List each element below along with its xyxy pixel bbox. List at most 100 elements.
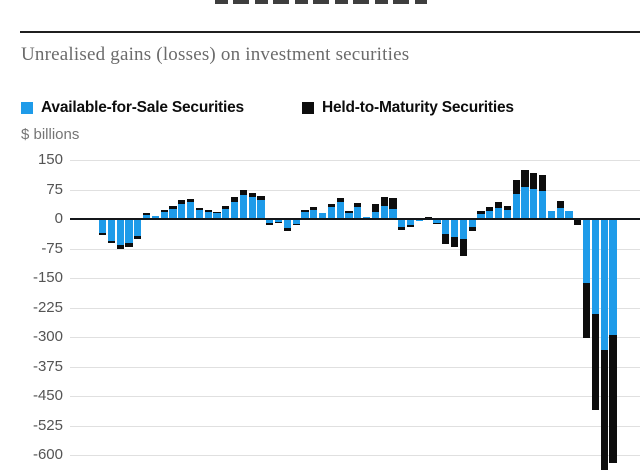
- bar-htm-23: [301, 209, 309, 212]
- legend-label-htm: Held-to-Maturity Securities: [322, 99, 514, 116]
- bar-afs-42: [468, 219, 476, 227]
- gridline--300: [70, 337, 640, 338]
- bar-afs-16: [239, 195, 248, 219]
- bar-htm-50: [539, 174, 547, 191]
- bar-htm-3: [125, 242, 133, 247]
- y-tick-label--375: -375: [32, 357, 63, 375]
- y-tick-label--75: -75: [41, 239, 63, 257]
- legend-label-afs: Available-for-Sale Securities: [41, 99, 244, 116]
- bar-htm-56: [591, 313, 600, 411]
- bar-htm-5: [143, 213, 151, 216]
- gridline--525: [70, 425, 640, 427]
- bar-afs-1: [107, 219, 116, 241]
- bar-htm-14: [222, 206, 230, 209]
- gridline-75: [70, 189, 640, 191]
- bar-afs-58: [609, 219, 617, 336]
- zero-baseline: [70, 218, 640, 220]
- bar-htm-2: [116, 244, 124, 250]
- bar-afs-7: [160, 212, 168, 219]
- gridline--75: [70, 248, 640, 250]
- bar-htm-27: [336, 198, 344, 203]
- bar-afs-8: [169, 208, 177, 219]
- gridline--600: [70, 455, 640, 456]
- bar-afs-31: [371, 211, 380, 219]
- bar-htm-16: [239, 189, 248, 195]
- bar-htm-54: [574, 219, 582, 225]
- bar-afs-38: [433, 219, 441, 224]
- bar-htm-15: [231, 197, 239, 202]
- bar-htm-48: [521, 170, 529, 188]
- bar-htm-40: [451, 236, 459, 248]
- bar-afs-2: [116, 219, 124, 245]
- bar-htm-39: [442, 234, 450, 244]
- bar-afs-32: [380, 206, 388, 219]
- bar-htm-17: [248, 192, 256, 198]
- bar-afs-27: [336, 202, 344, 219]
- bar-afs-29: [354, 206, 362, 219]
- bar-htm-49: [530, 172, 538, 189]
- y-tick-label--600: -600: [32, 446, 63, 463]
- bar-htm-13: [213, 211, 221, 214]
- bar-afs-19: [266, 219, 274, 224]
- bar-afs-18: [257, 200, 265, 219]
- bar-afs-52: [556, 207, 564, 219]
- bar-htm-44: [486, 206, 494, 212]
- y-tick-label--525: -525: [32, 416, 63, 434]
- bar-htm-41: [459, 238, 468, 256]
- bar-htm-1: [107, 240, 116, 244]
- bar-afs-25: [319, 212, 327, 219]
- bar-htm-18: [257, 196, 265, 201]
- bar-afs-46: [503, 209, 512, 219]
- y-tick-label--300: -300: [32, 328, 63, 345]
- y-axis: 150 75 0 -75 -150 -225 -300 -375 -450 -525 -600: [0, 0, 63, 470]
- bar-htm-55: [583, 282, 591, 338]
- bar-htm-11: [195, 207, 204, 210]
- bar-htm-22: [292, 223, 300, 226]
- bar-afs-17: [248, 197, 256, 219]
- bar-htm-46: [503, 206, 512, 210]
- bar-afs-53: [565, 211, 573, 219]
- bar-afs-15: [231, 201, 239, 219]
- bar-htm-4: [134, 235, 142, 239]
- bar-afs-56: [591, 219, 600, 314]
- bar-htm-58: [609, 335, 617, 463]
- bar-htm-57: [600, 349, 608, 470]
- y-axis-units-label: $ billions: [21, 126, 80, 143]
- bar-htm-47: [512, 180, 520, 194]
- y-tick-label-75: 75: [46, 180, 63, 198]
- bar-htm-10: [187, 198, 195, 203]
- bar-htm-9: [178, 200, 186, 205]
- bar-htm-45: [495, 202, 503, 208]
- bar-afs-45: [495, 207, 503, 219]
- bar-htm-38: [433, 223, 441, 225]
- bar-afs-49: [530, 188, 538, 219]
- bar-htm-33: [389, 198, 397, 209]
- legend-item-afs: Available-for-Sale Securities: [21, 99, 244, 117]
- bar-htm-37: [424, 216, 432, 219]
- bar-afs-50: [539, 190, 547, 219]
- bar-afs-23: [301, 211, 309, 219]
- y-tick-label--450: -450: [32, 387, 63, 404]
- bar-afs-40: [451, 219, 459, 237]
- bar-htm-12: [204, 210, 212, 212]
- bar-afs-41: [459, 219, 468, 239]
- bar-afs-9: [178, 204, 186, 219]
- bar-afs-20: [275, 219, 283, 223]
- bar-htm-7: [160, 210, 168, 213]
- gridline-150: [70, 160, 640, 161]
- bar-afs-34: [398, 219, 406, 227]
- bar-afs-3: [125, 219, 133, 243]
- bar-afs-12: [204, 211, 212, 219]
- bar-htm-19: [266, 223, 274, 225]
- htm-swatch-icon: [302, 102, 314, 114]
- gridline--150: [70, 278, 640, 279]
- bar-htm-26: [327, 204, 336, 208]
- gridline--450: [70, 396, 640, 397]
- plot-area: [70, 160, 640, 470]
- chart-subtitle: Unrealised gains (losses) on investment …: [21, 44, 410, 65]
- bar-htm-35: [407, 224, 415, 227]
- bar-htm-24: [310, 207, 318, 210]
- bar-afs-22: [292, 219, 300, 224]
- bar-htm-42: [468, 226, 476, 231]
